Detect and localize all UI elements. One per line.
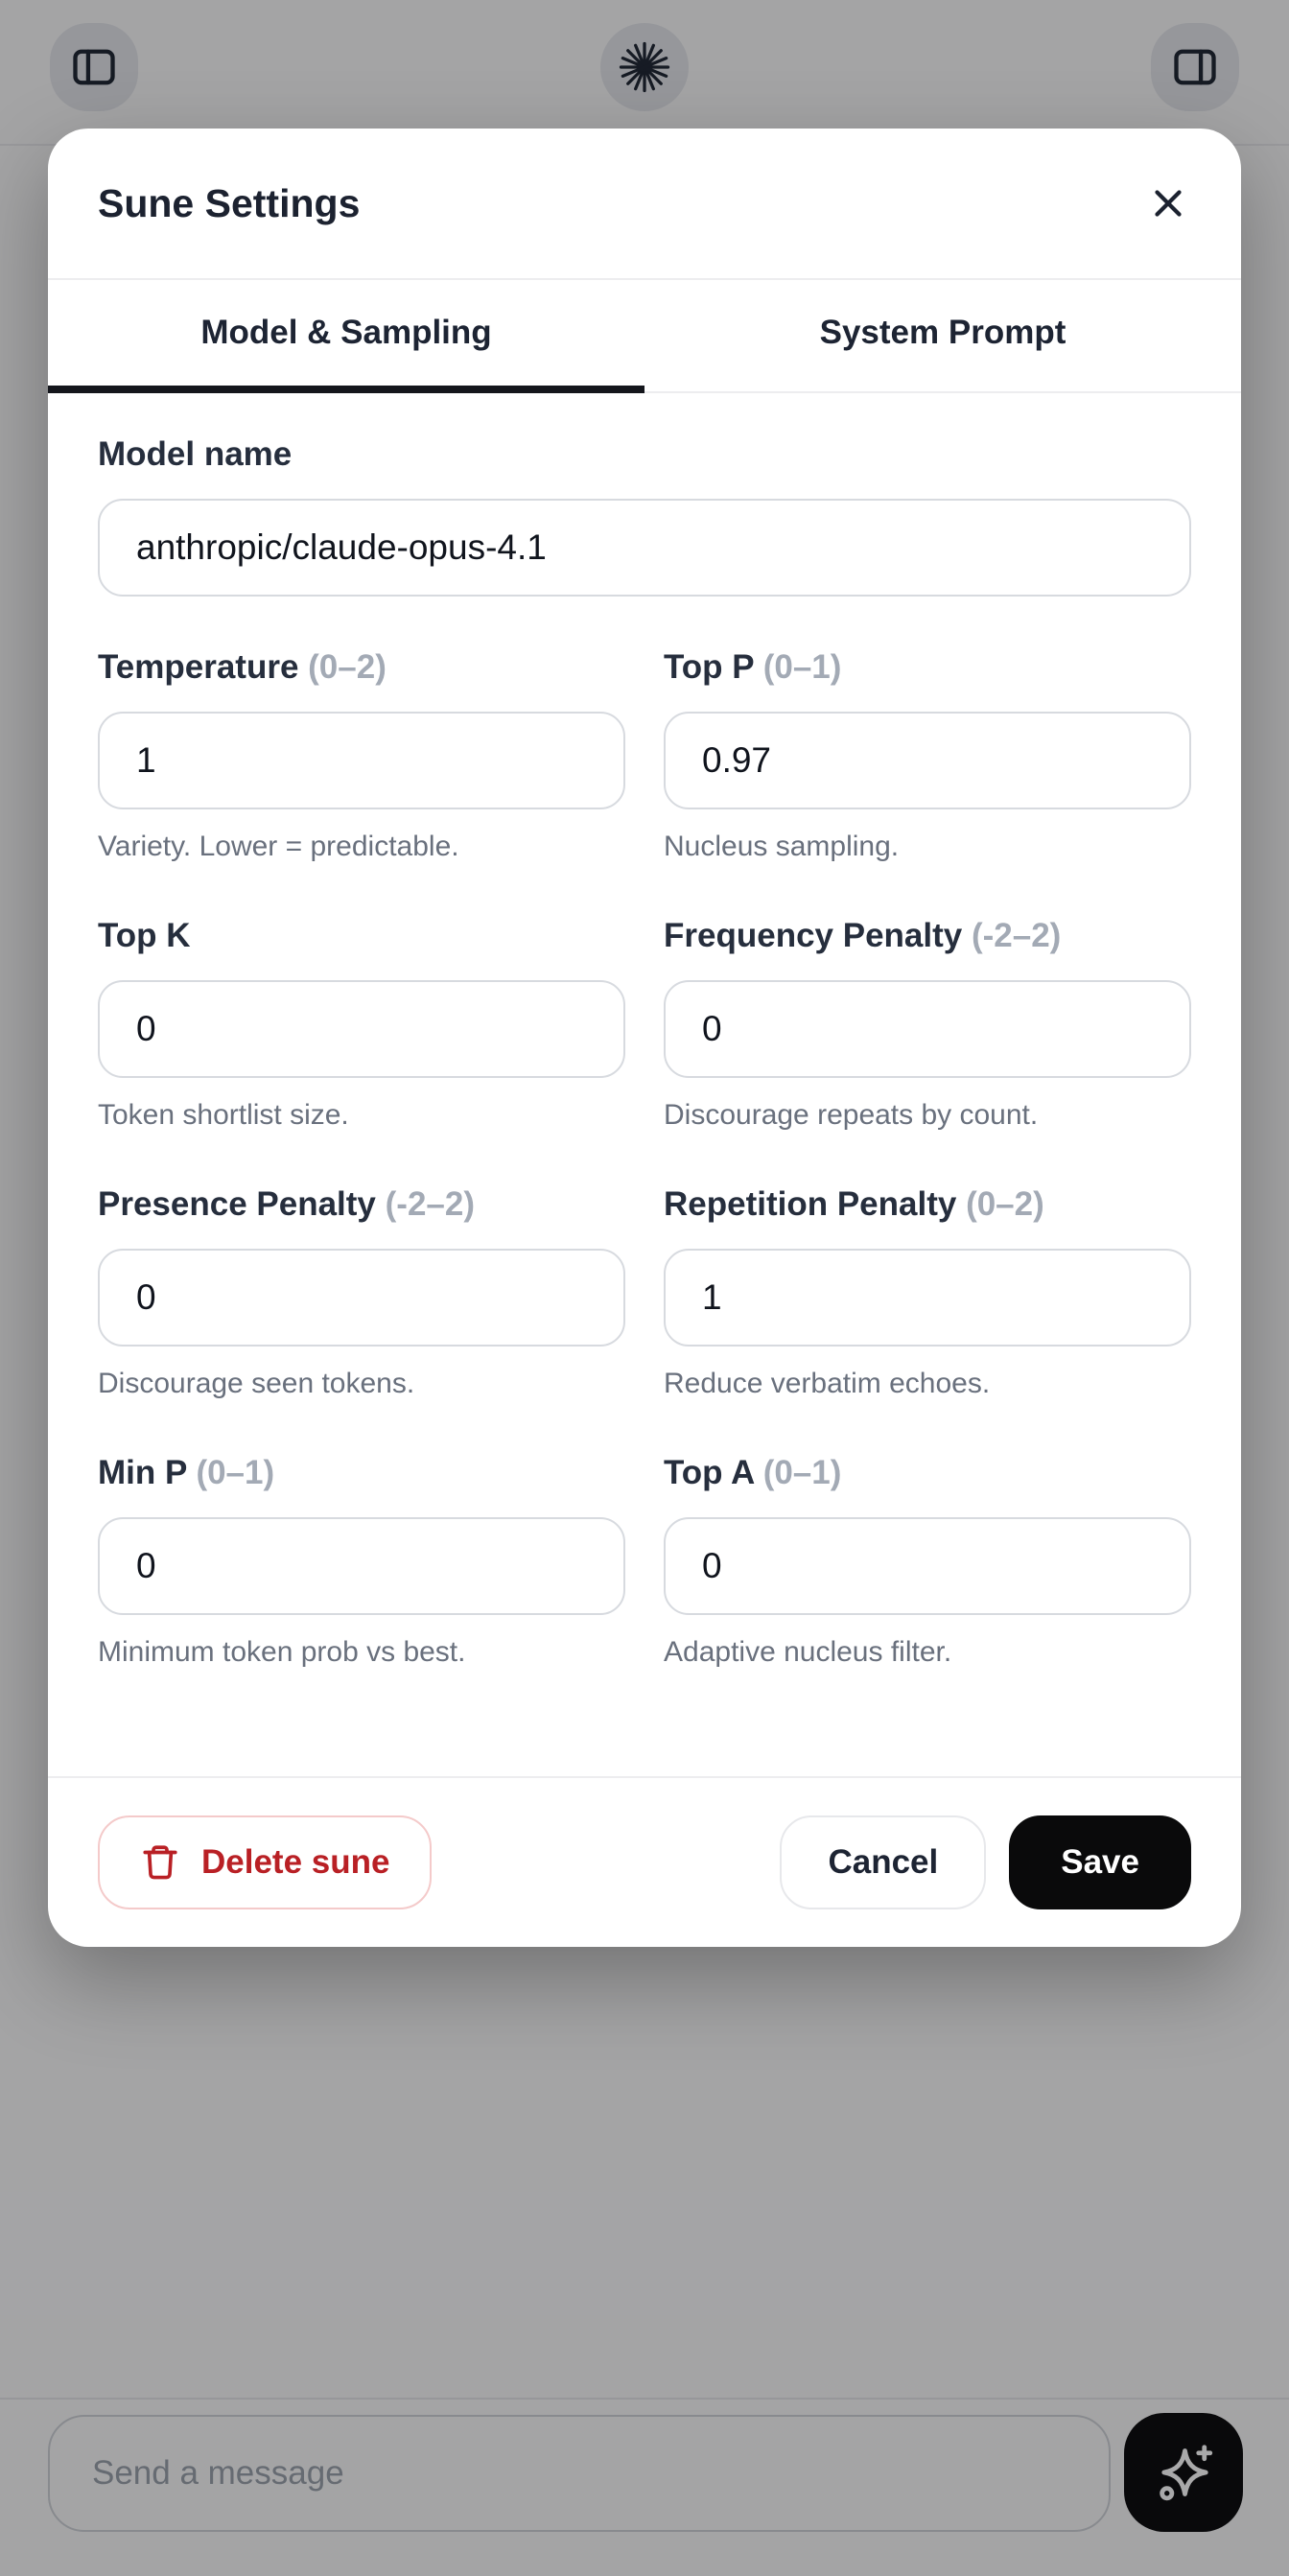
field-range: (-2–2) (385, 1185, 476, 1223)
field-range: (-2–2) (971, 917, 1062, 954)
field-model-name: Model name (98, 435, 1191, 597)
field-top-k: Top K Token shortlist size. (98, 917, 625, 1132)
sampling-grid: Temperature (0–2) Variety. Lower = predi… (98, 648, 1191, 1669)
frequency-penalty-input[interactable] (664, 980, 1191, 1078)
x-icon (1146, 181, 1190, 225)
panel-left-icon (69, 42, 119, 92)
top-a-input[interactable] (664, 1517, 1191, 1615)
field-range: (0–2) (308, 648, 387, 686)
field-top-a: Top A (0–1) Adaptive nucleus filter. (664, 1454, 1191, 1669)
field-hint: Discourage repeats by count. (664, 1099, 1039, 1131)
field-hint: Minimum token prob vs best. (98, 1636, 466, 1668)
delete-sune-label: Delete sune (201, 1843, 390, 1881)
message-input[interactable] (48, 2415, 1111, 2532)
panel-right-icon (1170, 42, 1220, 92)
field-range: (0–1) (762, 1454, 842, 1491)
tab-system-prompt[interactable]: System Prompt (644, 280, 1241, 393)
top-p-input[interactable] (664, 712, 1191, 809)
field-top-p: Top P (0–1) Nucleus sampling. (664, 648, 1191, 863)
save-button[interactable]: Save (1009, 1815, 1191, 1909)
send-button[interactable] (1124, 2413, 1243, 2532)
sune-settings-modal: Sune Settings Model & Sampling System Pr… (48, 129, 1241, 1947)
field-min-p: Min P (0–1) Minimum token prob vs best. (98, 1454, 625, 1669)
field-hint: Discourage seen tokens. (98, 1368, 415, 1399)
field-label: Presence Penalty (98, 1185, 376, 1223)
field-hint: Variety. Lower = predictable. (98, 831, 459, 862)
field-presence-penalty: Presence Penalty (-2–2) Discourage seen … (98, 1185, 625, 1400)
field-label: Min P (98, 1454, 187, 1491)
field-label: Model name (98, 435, 293, 473)
field-hint: Nucleus sampling. (664, 831, 900, 862)
modal-header: Sune Settings (48, 129, 1241, 280)
repetition-penalty-input[interactable] (664, 1249, 1191, 1347)
field-hint: Reduce verbatim echoes. (664, 1368, 991, 1399)
field-temperature: Temperature (0–2) Variety. Lower = predi… (98, 648, 625, 863)
top-k-input[interactable] (98, 980, 625, 1078)
starburst-icon (618, 40, 671, 94)
field-range: (0–1) (196, 1454, 275, 1491)
tab-model-sampling[interactable]: Model & Sampling (48, 280, 644, 393)
settings-tabs: Model & Sampling System Prompt (48, 280, 1241, 393)
field-hint: Adaptive nucleus filter. (664, 1636, 952, 1668)
modal-title: Sune Settings (98, 180, 361, 225)
field-hint: Token shortlist size. (98, 1099, 349, 1131)
field-range: (0–2) (966, 1185, 1044, 1223)
field-label: Temperature (98, 648, 299, 686)
presence-penalty-input[interactable] (98, 1249, 625, 1347)
field-label: Top A (664, 1454, 754, 1491)
top-bar (0, 0, 1289, 146)
field-label: Frequency Penalty (664, 917, 963, 954)
sidebar-toggle-button[interactable] (50, 23, 138, 111)
message-composer (0, 2398, 1289, 2576)
min-p-input[interactable] (98, 1517, 625, 1615)
sparkle-plus-icon (1149, 2438, 1218, 2507)
field-repetition-penalty: Repetition Penalty (0–2) Reduce verbatim… (664, 1185, 1191, 1400)
model-name-input[interactable] (98, 499, 1191, 597)
temperature-input[interactable] (98, 712, 625, 809)
settings-form: Model name Temperature (0–2) Variety. Lo… (48, 393, 1241, 1776)
field-label: Top K (98, 917, 191, 954)
modal-footer: Delete sune Cancel Save (48, 1776, 1241, 1947)
right-panel-toggle-button[interactable] (1151, 23, 1239, 111)
trash-icon (140, 1842, 180, 1883)
app-logo-button[interactable] (600, 23, 689, 111)
field-range: (0–1) (762, 648, 842, 686)
close-button[interactable] (1137, 173, 1199, 234)
field-label: Top P (664, 648, 754, 686)
cancel-button[interactable]: Cancel (780, 1815, 987, 1909)
field-frequency-penalty: Frequency Penalty (-2–2) Discourage repe… (664, 917, 1191, 1132)
field-label: Repetition Penalty (664, 1185, 957, 1223)
delete-sune-button[interactable]: Delete sune (98, 1815, 433, 1909)
